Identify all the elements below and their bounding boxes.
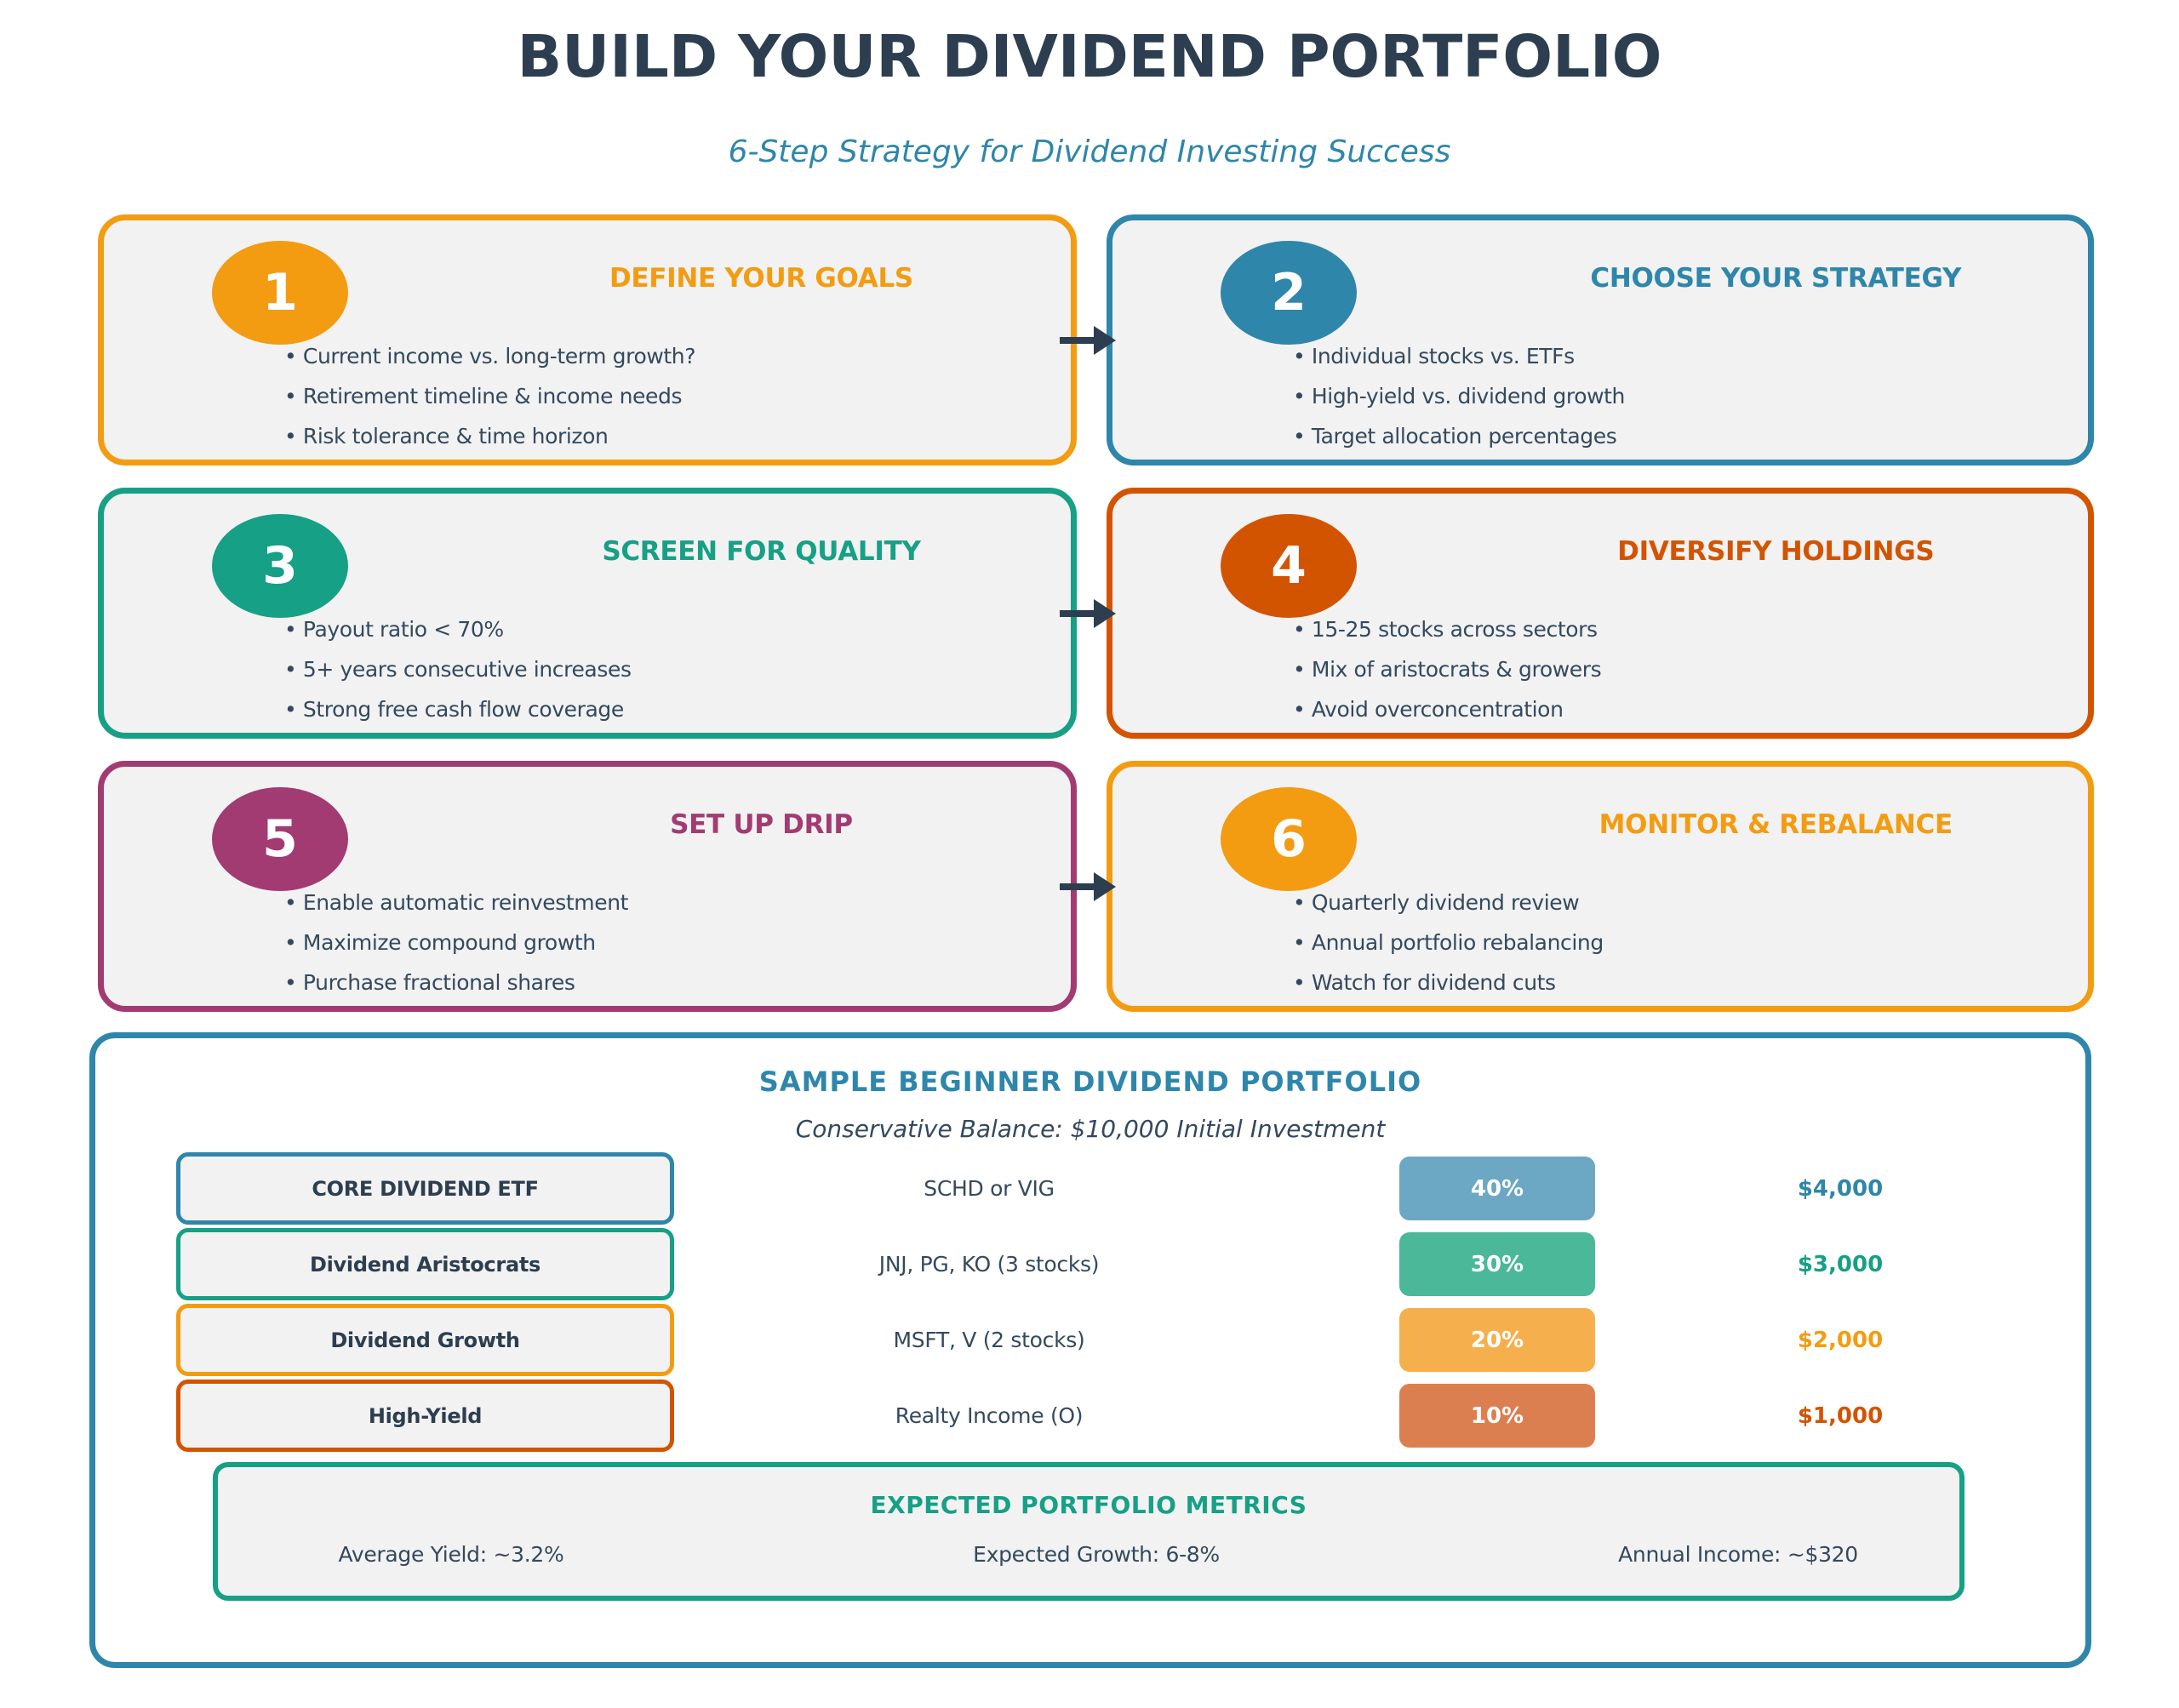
step-box-2: 2 CHOOSE YOUR STRATEGY • Individual stoc… [1107, 214, 2094, 466]
portfolio-row-core-etf: CORE DIVIDEND ETF SCHD or VIG 40% $4,000 [95, 1152, 2085, 1225]
step-box-3: 3 SCREEN FOR QUALITY • Payout ratio < 70… [98, 488, 1077, 739]
step-6-bullet-3: • Watch for dividend cuts [1293, 970, 1556, 995]
row-percent-chip: 20% [1399, 1308, 1595, 1372]
step-title-1: DEFINE YOUR GOALS [609, 263, 913, 294]
step-3-bullet-1: • Payout ratio < 70% [284, 617, 504, 642]
step-number-badge-6: 6 [1221, 787, 1357, 891]
step-3-bullet-2: • 5+ years consecutive increases [284, 657, 632, 682]
step-6-bullet-2: • Annual portfolio rebalancing [1293, 930, 1604, 955]
step-bullets-4: • 15-25 stocks across sectors • Mix of a… [1293, 609, 1602, 729]
step-bullets-6: • Quarterly dividend review • Annual por… [1293, 883, 1604, 1003]
row-label: High-Yield [176, 1380, 674, 1452]
step-6-bullet-1: • Quarterly dividend review [1293, 890, 1580, 915]
step-title-5: SET UP DRIP [670, 809, 853, 840]
step-box-1: 1 DEFINE YOUR GOALS • Current income vs.… [98, 214, 1077, 466]
step-3-bullet-3: • Strong free cash flow coverage [284, 697, 624, 722]
step-number-badge-1: 1 [212, 241, 348, 345]
step-number-1: 1 [262, 263, 298, 323]
row-label: Dividend Growth [176, 1304, 674, 1376]
portfolio-subtitle: Conservative Balance: $10,000 Initial In… [795, 1115, 1386, 1143]
row-label: CORE DIVIDEND ETF [176, 1152, 674, 1225]
row-percent-chip: 40% [1399, 1157, 1595, 1220]
arrow-right-icon [1058, 868, 1118, 905]
step-number-3: 3 [262, 536, 298, 596]
step-bullets-3: • Payout ratio < 70% • 5+ years consecut… [284, 609, 632, 729]
row-percent-chip: 30% [1399, 1232, 1595, 1296]
page-subtitle: 6-Step Strategy for Dividend Investing S… [728, 134, 1451, 169]
portfolio-row-aristocrats: Dividend Aristocrats JNJ, PG, KO (3 stoc… [95, 1228, 2085, 1300]
row-amount: $2,000 [1797, 1327, 1884, 1353]
step-bullets-1: • Current income vs. long-term growth? •… [284, 336, 696, 456]
step-bullets-5: • Enable automatic reinvestment • Maximi… [284, 883, 628, 1003]
step-2-bullet-1: • Individual stocks vs. ETFs [1293, 344, 1575, 368]
step-number-4: 4 [1271, 536, 1307, 596]
row-asset: Realty Income (O) [895, 1403, 1084, 1428]
portfolio-row-growth: Dividend Growth MSFT, V (2 stocks) 20% $… [95, 1304, 2085, 1376]
row-amount: $3,000 [1797, 1251, 1884, 1277]
row-asset: JNJ, PG, KO (3 stocks) [878, 1252, 1100, 1277]
step-number-badge-2: 2 [1221, 241, 1357, 345]
step-2-bullet-2: • High-yield vs. dividend growth [1293, 384, 1625, 408]
expected-metrics-panel: EXPECTED PORTFOLIO METRICS Average Yield… [213, 1462, 1965, 1601]
page-title: BUILD YOUR DIVIDEND PORTFOLIO [517, 23, 1662, 91]
row-asset: SCHD or VIG [924, 1176, 1055, 1201]
step-5-bullet-1: • Enable automatic reinvestment [284, 890, 629, 915]
step-box-4: 4 DIVERSIFY HOLDINGS • 15-25 stocks acro… [1107, 488, 2094, 739]
step-title-2: CHOOSE YOUR STRATEGY [1590, 263, 1962, 294]
step-title-4: DIVERSIFY HOLDINGS [1617, 536, 1935, 567]
step-1-bullet-2: • Retirement timeline & income needs [284, 384, 683, 408]
row-percent-chip: 10% [1399, 1384, 1595, 1448]
step-number-badge-3: 3 [212, 514, 348, 618]
step-1-bullet-1: • Current income vs. long-term growth? [284, 344, 696, 368]
step-1-bullet-3: • Risk tolerance & time horizon [284, 424, 609, 448]
row-asset: MSFT, V (2 stocks) [893, 1328, 1085, 1352]
arrow-right-icon [1058, 322, 1118, 359]
step-box-6: 6 MONITOR & REBALANCE • Quarterly divide… [1107, 761, 2094, 1012]
step-box-5: 5 SET UP DRIP • Enable automatic reinves… [98, 761, 1077, 1012]
step-title-3: SCREEN FOR QUALITY [602, 536, 921, 567]
step-4-bullet-2: • Mix of aristocrats & growers [1293, 657, 1602, 682]
row-amount: $1,000 [1797, 1402, 1884, 1429]
sample-portfolio-panel: SAMPLE BEGINNER DIVIDEND PORTFOLIO Conse… [89, 1032, 2091, 1668]
portfolio-title: SAMPLE BEGINNER DIVIDEND PORTFOLIO [758, 1065, 1422, 1098]
metrics-title: EXPECTED PORTFOLIO METRICS [870, 1491, 1307, 1519]
step-bullets-2: • Individual stocks vs. ETFs • High-yiel… [1293, 336, 1625, 456]
step-number-badge-5: 5 [212, 787, 348, 891]
step-number-5: 5 [262, 809, 298, 869]
step-number-badge-4: 4 [1221, 514, 1357, 618]
row-label: Dividend Aristocrats [176, 1228, 674, 1300]
metric-average-yield: Average Yield: ~3.2% [338, 1542, 564, 1567]
step-5-bullet-3: • Purchase fractional shares [284, 970, 575, 995]
step-4-bullet-1: • 15-25 stocks across sectors [1293, 617, 1598, 642]
step-number-2: 2 [1271, 263, 1307, 323]
step-number-6: 6 [1271, 809, 1307, 869]
step-2-bullet-3: • Target allocation percentages [1293, 424, 1617, 448]
step-4-bullet-3: • Avoid overconcentration [1293, 697, 1564, 722]
metric-expected-growth: Expected Growth: 6-8% [973, 1542, 1220, 1567]
step-5-bullet-2: • Maximize compound growth [284, 930, 596, 955]
step-title-6: MONITOR & REBALANCE [1599, 809, 1953, 840]
portfolio-row-high-yield: High-Yield Realty Income (O) 10% $1,000 [95, 1380, 2085, 1452]
metric-annual-income: Annual Income: ~$320 [1618, 1542, 1858, 1567]
row-amount: $4,000 [1797, 1175, 1884, 1202]
arrow-right-icon [1058, 595, 1118, 632]
